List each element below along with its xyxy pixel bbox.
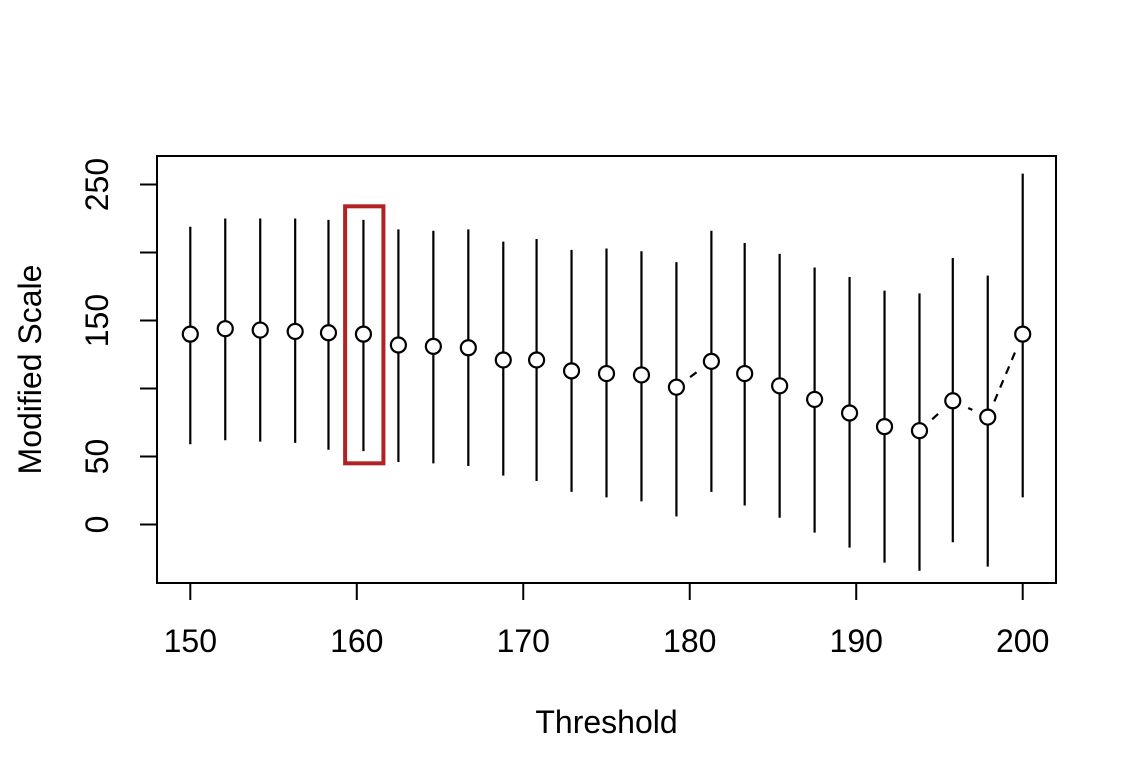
data-point-marker — [459, 339, 477, 357]
highlight-box — [343, 204, 386, 466]
data-point-marker — [1014, 325, 1032, 343]
connector-dash — [967, 406, 973, 411]
y-axis: 0 50 150 250 — [79, 158, 157, 534]
x-axis: 150 160 170 180 190 200 — [164, 583, 1049, 659]
data-point-marker — [181, 325, 199, 343]
plot-box — [156, 155, 1057, 584]
data-point-marker — [494, 351, 512, 369]
data-point-marker — [806, 390, 824, 409]
data-points — [181, 320, 1032, 440]
data-point-marker — [944, 392, 962, 410]
x-tick-label: 190 — [830, 623, 883, 659]
data-point-marker — [597, 364, 616, 383]
data-point-marker — [389, 336, 407, 354]
data-point-marker — [286, 322, 304, 341]
data-point-marker — [736, 364, 754, 383]
data-point-marker — [632, 366, 651, 384]
x-tick-label: 150 — [164, 623, 217, 659]
connector-dash — [993, 349, 1018, 402]
x-axis-title: Threshold — [535, 704, 677, 740]
x-tick-label: 160 — [330, 623, 383, 659]
data-point-marker — [875, 418, 894, 436]
data-point-marker — [979, 408, 997, 426]
connector-dash — [931, 411, 941, 421]
data-point-marker — [319, 324, 338, 342]
y-tick-label: 0 — [79, 516, 115, 534]
data-point-marker — [562, 362, 581, 380]
data-point-marker — [216, 320, 234, 338]
x-tick-label: 170 — [497, 623, 550, 659]
y-tick-label: 250 — [79, 158, 115, 211]
data-point-marker — [840, 404, 859, 422]
connector-line — [689, 349, 1018, 421]
data-point-marker — [667, 378, 686, 396]
data-point-marker — [354, 325, 373, 343]
y-tick-label: 150 — [79, 294, 115, 347]
data-point-marker — [527, 351, 546, 369]
x-tick-label: 200 — [996, 623, 1049, 659]
data-point-marker — [771, 377, 789, 395]
x-tick-label: 180 — [663, 623, 716, 659]
data-point-marker — [424, 337, 442, 355]
data-point-marker — [910, 422, 929, 440]
connector-dash — [689, 370, 699, 378]
data-point-marker — [702, 352, 720, 370]
y-axis-title: Modified Scale — [12, 265, 48, 475]
data-point-marker — [251, 321, 269, 339]
plot-border — [156, 155, 1057, 584]
y-tick-label: 50 — [79, 439, 115, 475]
selected-threshold-box — [343, 204, 386, 466]
